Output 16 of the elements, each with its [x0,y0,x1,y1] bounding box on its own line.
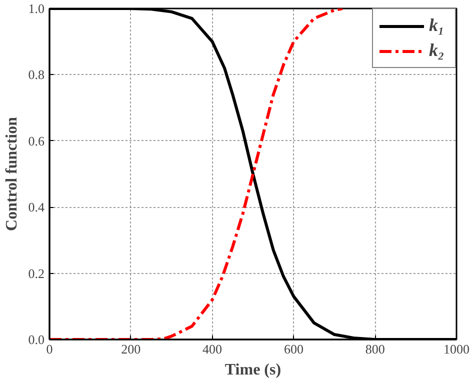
x-tick-label: 0 [46,342,53,356]
y-axis-title: Control function [3,116,20,231]
y-tick-label: 0.0 [28,332,44,347]
y-tick-label: 1.0 [28,1,44,16]
y-tick-label: 0.6 [28,133,45,148]
x-tick-label: 1000 [444,342,470,356]
y-tick-label: 0.2 [28,266,44,281]
legend-label: k₁ [429,15,446,36]
y-tick-label: 0.8 [28,67,44,82]
x-tick-label: 800 [365,342,385,356]
x-tick-label: 200 [121,342,141,356]
y-tick-label: 0.4 [28,200,45,215]
x-axis-title: Time (s) [224,362,282,378]
x-tick-label: 600 [284,342,304,356]
legend-label: k₂ [429,40,446,61]
x-tick-label: 400 [202,342,222,356]
